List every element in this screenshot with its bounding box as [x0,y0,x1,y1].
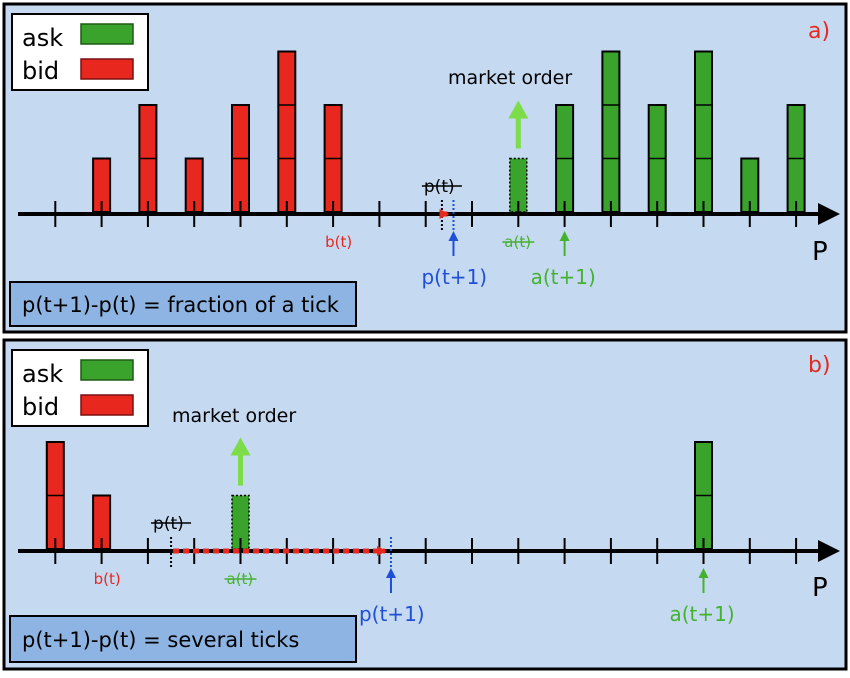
panel-a-info-text: p(t+1)-p(t) = fraction of a tick [22,293,340,317]
legend-a-bid-swatch [80,58,134,80]
legend-b-ask-label: ask [22,360,63,388]
panel-a-info-rect [9,281,357,327]
panel-a-price-label: p(t) [424,177,455,197]
legend-a: ask bid [11,13,149,91]
legend-a-bid-label: bid [22,57,59,85]
panel-b-corner-label: b) [808,353,831,378]
panel-a-ask-bar-1 [601,50,621,213]
panel-a-corner-label: a) [808,19,830,44]
panel-b-bars [45,441,713,550]
legend-b: ask bid [11,349,149,427]
panel-a-axis-arrowhead [818,203,840,225]
panel-a-markers: b(t) a(t)p(t)p(t+1) a(t+1) [325,100,596,289]
panel-b-market-order-label: market order [172,405,296,427]
legend-a-ask-label: ask [22,24,63,52]
panel-b-info-box: p(t+1)-p(t) = several ticks [9,615,357,663]
panel-b-new-price-label: p(t+1) [359,602,425,626]
panel-b-removed-ask-bar-0 [231,494,250,550]
panel-b-axis-arrowhead [818,540,840,562]
panel-a-bars [92,50,806,213]
legend-b-ask-swatch [80,359,134,381]
panel-b-new-ask-label: a(t+1) [670,602,735,626]
legend-b-bid-label: bid [22,393,59,421]
panel-a-bid-label: b(t) [325,233,352,251]
legend-b-bid-swatch [80,394,134,416]
panel-a-new-price-label: p(t+1) [421,265,487,289]
panel-a-ask-bar-3 [694,50,713,213]
panel-a-new-ask-arrow-head [559,231,570,241]
panel-b-info-rect [9,615,357,663]
panel-b-markers: b(t) a(t)p(t)p(t+1) a(t+1) [94,437,735,626]
panel-b-market-order-arrow-head [230,437,251,456]
panel-a-market-order-label: market order [448,67,572,89]
panel-b-bid-label: b(t) [94,570,121,588]
panel-b-info-text: p(t+1)-p(t) = several ticks [22,628,299,652]
panel-a-market-order-arrow-head [508,100,529,119]
panel-a: ask bid a) P b(t) a(t)p(t)p(t+1) a(t+1) ma… [2,2,848,334]
panel-a-new-price-arrow-head [448,231,459,241]
panel-a-new-ask-label: a(t+1) [531,265,596,289]
panel-b-axis-label: P [812,573,828,603]
panel-b: ask bid b) P b(t) a(t)p(t)p(t+1) a(t+1) ma… [2,338,848,671]
panel-b-new-ask-arrow-head [698,568,709,578]
panel-a-info-box: p(t+1)-p(t) = fraction of a tick [9,281,357,327]
panel-b-new-price-arrow-head [385,568,396,578]
legend-a-ask-swatch [80,23,134,45]
panel-a-axis-label: P [812,237,828,267]
panel-a-removed-ask-bar-0 [509,157,528,213]
panel-b-price-label: p(t) [153,514,184,534]
panel-a-bid-bar-4 [277,50,297,213]
panel-a-ticks [54,201,798,227]
